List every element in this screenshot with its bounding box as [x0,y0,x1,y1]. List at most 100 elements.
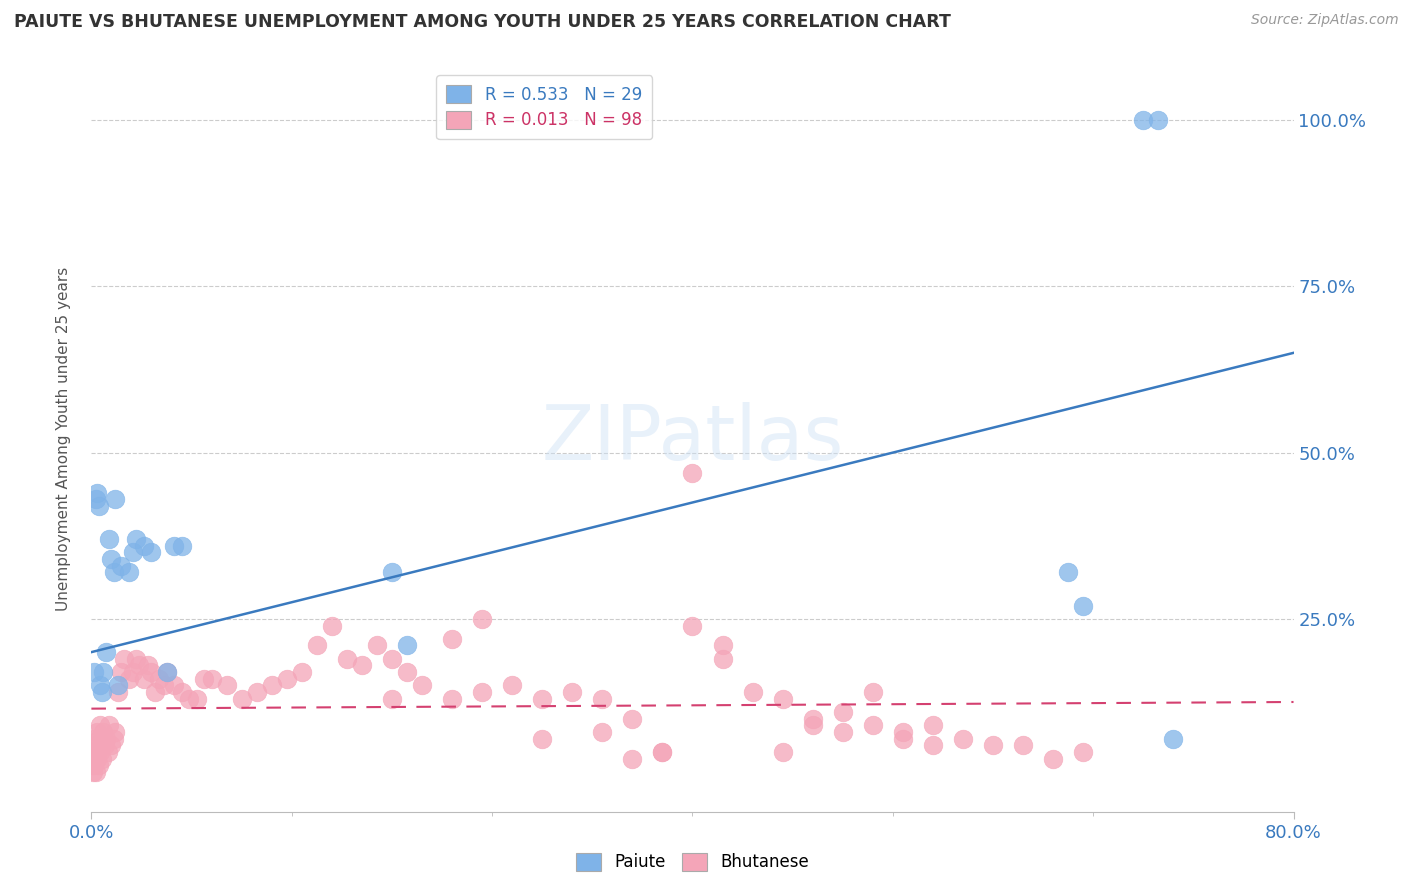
Point [103,731,125,746]
Point [141,665,163,679]
Point [1071,745,1094,759]
Point [82,751,104,765]
Point [215,678,238,692]
Point [440,632,463,646]
Point [561,685,583,699]
Point [1132,113,1154,128]
Point [82,764,104,779]
Point [89,745,111,759]
Point [170,685,193,699]
Point [163,678,186,692]
Y-axis label: Unemployment Among Youth under 25 years: Unemployment Among Youth under 25 years [56,268,70,611]
Point [98,532,121,546]
Point [862,718,884,732]
Point [831,705,853,719]
Point [471,612,494,626]
Point [177,691,200,706]
Point [831,725,853,739]
Point [86,751,108,765]
Point [118,566,141,580]
Point [336,652,359,666]
Point [395,665,418,679]
Point [621,712,644,726]
Point [84,751,107,765]
Point [531,691,554,706]
Point [87,731,110,746]
Point [87,758,110,772]
Point [801,718,824,732]
Point [1057,566,1080,580]
Point [118,672,141,686]
Point [125,532,148,546]
Point [125,652,148,666]
Point [114,652,136,666]
Point [862,685,884,699]
Point [1071,599,1094,613]
Point [128,658,150,673]
Point [260,678,283,692]
Point [86,485,108,500]
Point [122,665,145,679]
Point [381,652,404,666]
Point [90,685,112,699]
Point [96,645,118,659]
Point [501,678,523,692]
Point [395,639,418,653]
Point [321,618,343,632]
Point [103,566,125,580]
Point [132,539,155,553]
Point [276,672,298,686]
Point [83,745,105,759]
Point [82,758,104,772]
Point [84,764,107,779]
Point [350,658,373,673]
Point [93,725,115,739]
Point [107,685,129,699]
Point [922,738,945,752]
Point [110,558,132,573]
Point [83,665,105,679]
Point [591,691,613,706]
Point [107,678,129,692]
Point [891,725,914,739]
Point [93,665,115,679]
Point [440,691,463,706]
Point [83,731,105,746]
Point [531,731,554,746]
Point [100,738,122,752]
Point [411,678,433,692]
Point [155,665,177,679]
Point [155,665,177,679]
Point [170,539,193,553]
Point [1147,113,1170,128]
Point [471,685,494,699]
Point [772,691,794,706]
Point [152,678,174,692]
Point [98,718,121,732]
Point [305,639,328,653]
Point [1161,731,1184,746]
Point [143,685,166,699]
Point [84,492,107,507]
Point [96,731,118,746]
Point [163,539,186,553]
Point [110,665,132,679]
Point [801,712,824,726]
Point [89,718,111,732]
Point [681,618,703,632]
Point [381,566,404,580]
Point [132,672,155,686]
Point [952,731,974,746]
Point [90,738,112,752]
Point [84,738,107,752]
Point [141,545,163,559]
Text: Source: ZipAtlas.com: Source: ZipAtlas.com [1251,13,1399,28]
Point [246,685,269,699]
Point [186,691,208,706]
Point [82,745,104,759]
Point [231,691,253,706]
Point [651,745,673,759]
Point [772,745,794,759]
Point [621,751,644,765]
Point [201,672,224,686]
